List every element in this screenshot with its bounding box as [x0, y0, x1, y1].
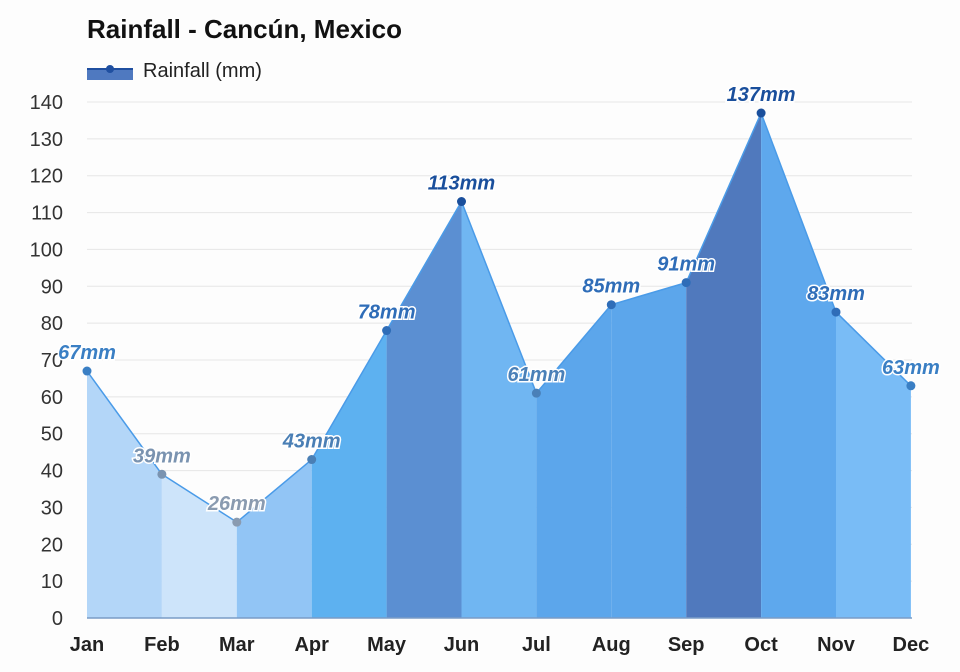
- x-tick-label: Feb: [144, 634, 180, 656]
- y-tick-label: 140: [30, 92, 63, 114]
- x-tick-label: Dec: [893, 634, 930, 656]
- x-tick-label: Jan: [70, 634, 104, 656]
- y-tick-label: 90: [41, 276, 63, 298]
- y-tick-label: 30: [41, 497, 63, 519]
- data-point: [681, 278, 691, 288]
- area-segment-jan: [87, 371, 162, 618]
- y-tick-label: 130: [30, 129, 63, 151]
- x-tick-label: Apr: [294, 634, 329, 656]
- legend-swatch-icon: [87, 64, 133, 80]
- area-segment-oct: [761, 113, 836, 619]
- data-point: [606, 300, 616, 310]
- y-tick-label: 50: [41, 424, 63, 446]
- x-tick-label: Jun: [444, 634, 480, 656]
- data-point: [157, 469, 167, 479]
- series-line: [535, 304, 612, 394]
- data-label: 67mm: [58, 342, 116, 364]
- data-point: [307, 455, 317, 465]
- series-line: [311, 330, 388, 460]
- x-tick-label: Mar: [219, 634, 255, 656]
- data-point: [382, 326, 392, 336]
- series-line: [760, 112, 837, 313]
- x-tick-label: Sep: [668, 634, 705, 656]
- area-segment-nov: [836, 312, 911, 618]
- series-line: [835, 311, 912, 387]
- x-tick-label: Oct: [744, 634, 778, 656]
- y-tick-label: 70: [41, 350, 63, 372]
- chart-title: Rainfall - Cancún, Mexico: [87, 14, 402, 44]
- y-tick-label: 100: [30, 239, 63, 261]
- y-tick-label: 40: [41, 461, 63, 483]
- data-label: 78mm: [358, 302, 416, 324]
- area-segment-mar: [236, 459, 312, 618]
- data-point: [82, 366, 92, 376]
- data-label: 137mm: [727, 84, 796, 106]
- y-tick-label: 20: [41, 534, 63, 556]
- data-label: 85mm: [582, 276, 640, 298]
- area-segment-aug: [611, 282, 687, 618]
- legend-label: Rainfall (mm): [143, 60, 262, 82]
- data-point: [531, 388, 541, 398]
- data-label: 61mm: [507, 364, 565, 386]
- series-line: [685, 112, 762, 283]
- data-label: 83mm: [807, 283, 865, 305]
- data-label: 113mm: [428, 173, 495, 195]
- series-line: [86, 370, 163, 475]
- area-segment-jul: [536, 304, 612, 618]
- y-tick-label: 80: [41, 313, 63, 335]
- data-label: 63mm: [882, 357, 940, 379]
- y-tick-label: 60: [41, 387, 63, 409]
- x-tick-label: May: [367, 634, 407, 656]
- data-point: [756, 108, 766, 118]
- data-point: [232, 517, 242, 527]
- y-tick-label: 120: [30, 166, 63, 188]
- area-segment-jun: [461, 201, 537, 618]
- series-line: [236, 458, 313, 523]
- area-segment-apr: [311, 330, 387, 618]
- x-tick-label: Aug: [592, 634, 631, 656]
- data-point: [457, 197, 466, 207]
- data-label: 26mm: [207, 493, 266, 515]
- legend: Rainfall (mm): [87, 60, 262, 83]
- y-tick-label: 10: [41, 571, 63, 593]
- series-line: [460, 201, 538, 394]
- series-line: [161, 473, 238, 523]
- y-tick-label: 0: [52, 608, 63, 630]
- area-segment-may: [386, 201, 462, 618]
- data-label: 39mm: [133, 445, 191, 467]
- series-line: [611, 281, 687, 306]
- data-label: 43mm: [282, 431, 341, 453]
- x-tick-label: Jul: [522, 634, 551, 656]
- data-point: [831, 307, 841, 317]
- data-label: 91mm: [657, 254, 715, 276]
- area-segment-sep: [686, 113, 762, 619]
- x-tick-label: Nov: [817, 634, 856, 656]
- data-point: [906, 381, 916, 391]
- series-line: [385, 201, 463, 331]
- y-tick-label: 110: [31, 203, 63, 225]
